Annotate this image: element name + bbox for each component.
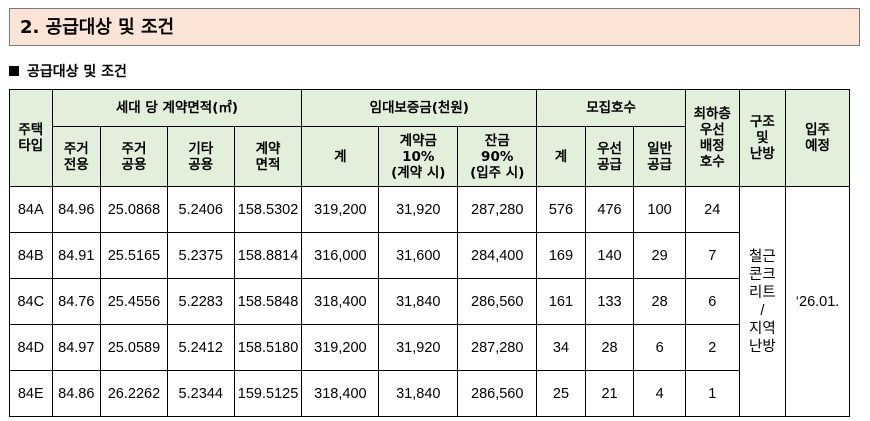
structure-heating-value: 철근 콘크 리트 / 지역 난방 [738,186,787,417]
table-cell: 284,400 [457,232,538,279]
table-cell: 287,280 [457,324,538,371]
table-cell: 84C [9,278,53,325]
table-cell: 4 [633,370,686,417]
table-cell: 6 [633,324,686,371]
table-cell: 287,280 [457,186,538,233]
table-cell: 25.0589 [100,324,168,371]
table-cell: 2 [684,324,740,371]
table-cell: 286,560 [457,370,538,417]
header-exclusive-area: 주거 전용 [51,126,102,187]
table-cell: 31,840 [378,370,459,417]
header-deposit-group: 임대보증금(천원) [301,89,538,127]
table-cell: 25 [536,370,586,417]
table-cell: 5.2406 [166,186,235,233]
table-cell: 84E [9,370,53,417]
table-cell: 5.2412 [166,324,235,371]
table-cell: 1 [684,370,740,417]
table-cell: 31,840 [378,278,459,325]
table-cell: 100 [633,186,686,233]
table-cell: 318,400 [301,370,380,417]
table-cell: 84.86 [51,370,102,417]
table-cell: 286,560 [457,278,538,325]
table-cell: 84.96 [51,186,102,233]
table-cell: 316,000 [301,232,380,279]
table-cell: 29 [633,232,686,279]
table-row: 84E 84.86 26.2262 5.2344 159.5125 318,40… [9,370,850,417]
header-row-1: 주택 타입 세대 당 계약면적(㎡) 임대보증금(천원) 모집호수 최하층 우선… [9,89,850,187]
table-cell: 84A [9,186,53,233]
header-contract-area: 계약 면적 [233,126,303,187]
header-general-supply: 일반 공급 [633,126,686,187]
table-cell: 84B [9,232,53,279]
header-row-2: 주거 전용 주거 공용 기타 공용 계약 면적 계 계약금 10% (계약 시)… [10,126,850,187]
table-cell: 25.0868 [100,186,168,233]
table-cell: 28 [633,278,686,325]
header-housing-type: 주택 타입 [9,89,53,187]
table-cell: 318,400 [301,278,380,325]
table-row: 84B 84.91 25.5165 5.2375 158.8814 316,00… [9,232,850,279]
table-cell: 476 [584,186,635,233]
table-cell: 34 [536,324,586,371]
table-cell: 576 [536,186,586,233]
table-cell: 5.2344 [166,370,235,417]
subheading-text: 공급대상 및 조건 [27,64,127,80]
table-cell: 31,600 [378,232,459,279]
table-cell: 26.2262 [100,370,168,417]
square-bullet-icon [9,66,19,76]
table-cell: 158.8814 [233,232,303,279]
table-cell: 169 [536,232,586,279]
subheading: 공급대상 및 조건 [9,62,127,82]
header-down-payment: 계약금 10% (계약 시) [378,126,459,187]
table-cell: 84D [9,324,53,371]
header-structure-heating: 구조 및 난방 [738,89,787,187]
table-cell: 84.76 [51,278,102,325]
table-cell: 140 [584,232,635,279]
table-cell: 158.5180 [233,324,303,371]
section-title: 2. 공급대상 및 조건 [9,8,860,46]
table-cell: 25.5165 [100,232,168,279]
table-cell: 24 [684,186,740,233]
table-cell: 7 [684,232,740,279]
header-area-group: 세대 당 계약면적(㎡) [51,89,303,127]
header-other-shared-area: 기타 공용 [166,126,235,187]
header-priority-supply: 우선 공급 [584,126,635,187]
table-cell: 5.2283 [166,278,235,325]
header-move-in: 입주 예정 [785,89,850,187]
table-row: 84D 84.97 25.0589 5.2412 158.5180 319,20… [9,324,850,371]
table-cell: 28 [584,324,635,371]
header-min-floor-priority: 최하층 우선 배정 호수 [684,89,740,187]
table-cell: 31,920 [378,186,459,233]
table-cell: 319,200 [301,324,380,371]
table-cell: 25.4556 [100,278,168,325]
table-cell: 31,920 [378,324,459,371]
table-cell: 21 [584,370,635,417]
header-deposit-total: 계 [301,126,380,187]
header-balance: 잔금 90% (입주 시) [457,126,538,187]
table-cell: 319,200 [301,186,380,233]
header-recruit-total: 계 [536,126,586,187]
table-cell: 84.91 [51,232,102,279]
table-cell: 6 [684,278,740,325]
table-cell: 159.5125 [233,370,303,417]
table-cell: 158.5848 [233,278,303,325]
table-cell: 84.97 [51,324,102,371]
header-recruit-group: 모집호수 [536,89,686,127]
header-shared-area: 주거 공용 [100,126,168,187]
table-row: 84A 84.96 25.0868 5.2406 158.5302 319,20… [9,186,850,417]
table-cell: 158.5302 [233,186,303,233]
table-cell: 5.2375 [166,232,235,279]
table-cell: 161 [536,278,586,325]
table-row: 84C 84.76 25.4556 5.2283 158.5848 318,40… [9,278,850,325]
move-in-value: ‘26.01. [785,186,850,417]
table-cell: 133 [584,278,635,325]
supply-conditions-table: 주택 타입 세대 당 계약면적(㎡) 임대보증금(천원) 모집호수 최하층 우선… [9,89,850,417]
